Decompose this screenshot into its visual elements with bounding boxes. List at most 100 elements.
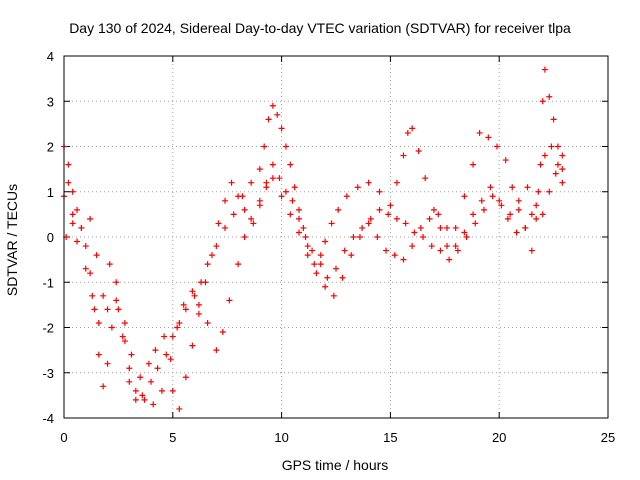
plot-frame	[63, 55, 609, 419]
data-point	[189, 288, 196, 295]
data-point	[461, 193, 468, 200]
data-point	[404, 129, 411, 136]
data-point	[296, 215, 303, 222]
data-point	[507, 211, 514, 218]
data-point	[108, 324, 115, 331]
data-point	[533, 202, 540, 209]
data-point	[428, 243, 435, 250]
data-point	[452, 243, 459, 250]
data-point	[391, 252, 398, 259]
data-point	[515, 197, 522, 204]
data-point	[176, 405, 183, 412]
y-tick-label: -1	[42, 275, 54, 290]
data-point	[313, 270, 320, 277]
data-point	[78, 224, 85, 231]
data-point	[443, 243, 450, 250]
data-point	[226, 297, 233, 304]
data-point	[402, 220, 409, 227]
data-point	[87, 270, 94, 277]
data-point	[559, 166, 566, 173]
data-point	[182, 374, 189, 381]
data-point	[356, 234, 363, 240]
data-point	[304, 252, 311, 259]
data-point	[339, 274, 346, 281]
data-point	[489, 193, 496, 200]
data-point	[176, 319, 183, 326]
data-point	[87, 215, 94, 222]
y-tick-label: -4	[42, 411, 54, 426]
data-point	[219, 329, 226, 336]
data-point	[317, 252, 324, 259]
data-point	[470, 211, 477, 218]
data-point	[541, 66, 548, 73]
data-point	[248, 215, 255, 222]
data-point	[241, 234, 248, 240]
data-point	[195, 310, 202, 317]
data-point	[463, 234, 470, 240]
data-point	[546, 93, 553, 100]
data-point	[539, 98, 546, 105]
data-point	[498, 202, 505, 209]
data-point	[365, 179, 372, 186]
data-point	[141, 396, 148, 403]
data-point	[496, 197, 503, 204]
data-point	[69, 211, 76, 218]
data-point	[367, 215, 374, 222]
data-point	[548, 143, 555, 150]
data-point	[287, 211, 294, 218]
data-point	[383, 247, 390, 254]
data-point	[348, 252, 355, 259]
data-point	[95, 319, 102, 326]
data-point	[126, 365, 133, 372]
data-point	[158, 387, 165, 394]
data-point	[91, 306, 98, 313]
data-point	[376, 206, 383, 213]
data-point	[461, 229, 468, 236]
data-point	[213, 347, 220, 354]
data-point	[269, 175, 276, 182]
y-tick-label: 1	[47, 185, 54, 200]
data-point	[296, 206, 303, 213]
data-point	[74, 206, 81, 213]
data-point	[222, 224, 229, 231]
data-point	[180, 301, 187, 308]
data-point	[541, 152, 548, 159]
x-tick-label: 20	[492, 430, 506, 445]
data-point	[559, 179, 566, 186]
data-point	[291, 184, 298, 191]
data-point	[387, 202, 394, 209]
data-point	[132, 387, 139, 394]
data-point	[113, 297, 120, 304]
data-point	[552, 170, 559, 177]
data-point	[204, 261, 211, 268]
y-tick-label: 0	[47, 230, 54, 245]
data-point	[300, 224, 307, 231]
data-point	[65, 179, 72, 186]
data-point	[256, 202, 263, 209]
axis-ticks: 0 5 10 15 20 25 -4 -3 -2 -1 0 1 2 3 4	[42, 49, 615, 445]
data-point	[554, 143, 561, 150]
data-point	[137, 374, 144, 381]
data-point	[282, 143, 289, 150]
data-point	[222, 197, 229, 204]
data-point	[343, 193, 350, 200]
data-point	[213, 243, 220, 250]
data-point	[163, 351, 170, 358]
data-point	[515, 206, 522, 213]
data-point	[528, 247, 535, 254]
data-point	[437, 247, 444, 254]
data-point	[317, 261, 324, 268]
data-point	[400, 256, 407, 263]
data-point	[115, 306, 122, 313]
y-tick-label: 2	[47, 140, 54, 155]
data-point	[215, 220, 222, 227]
x-tick-label: 5	[169, 430, 176, 445]
data-point	[95, 351, 102, 358]
y-tick-label: -2	[42, 321, 54, 336]
data-points	[61, 66, 566, 412]
data-point	[296, 229, 303, 236]
data-point	[195, 301, 202, 308]
data-point	[322, 238, 329, 245]
data-point	[169, 387, 176, 394]
